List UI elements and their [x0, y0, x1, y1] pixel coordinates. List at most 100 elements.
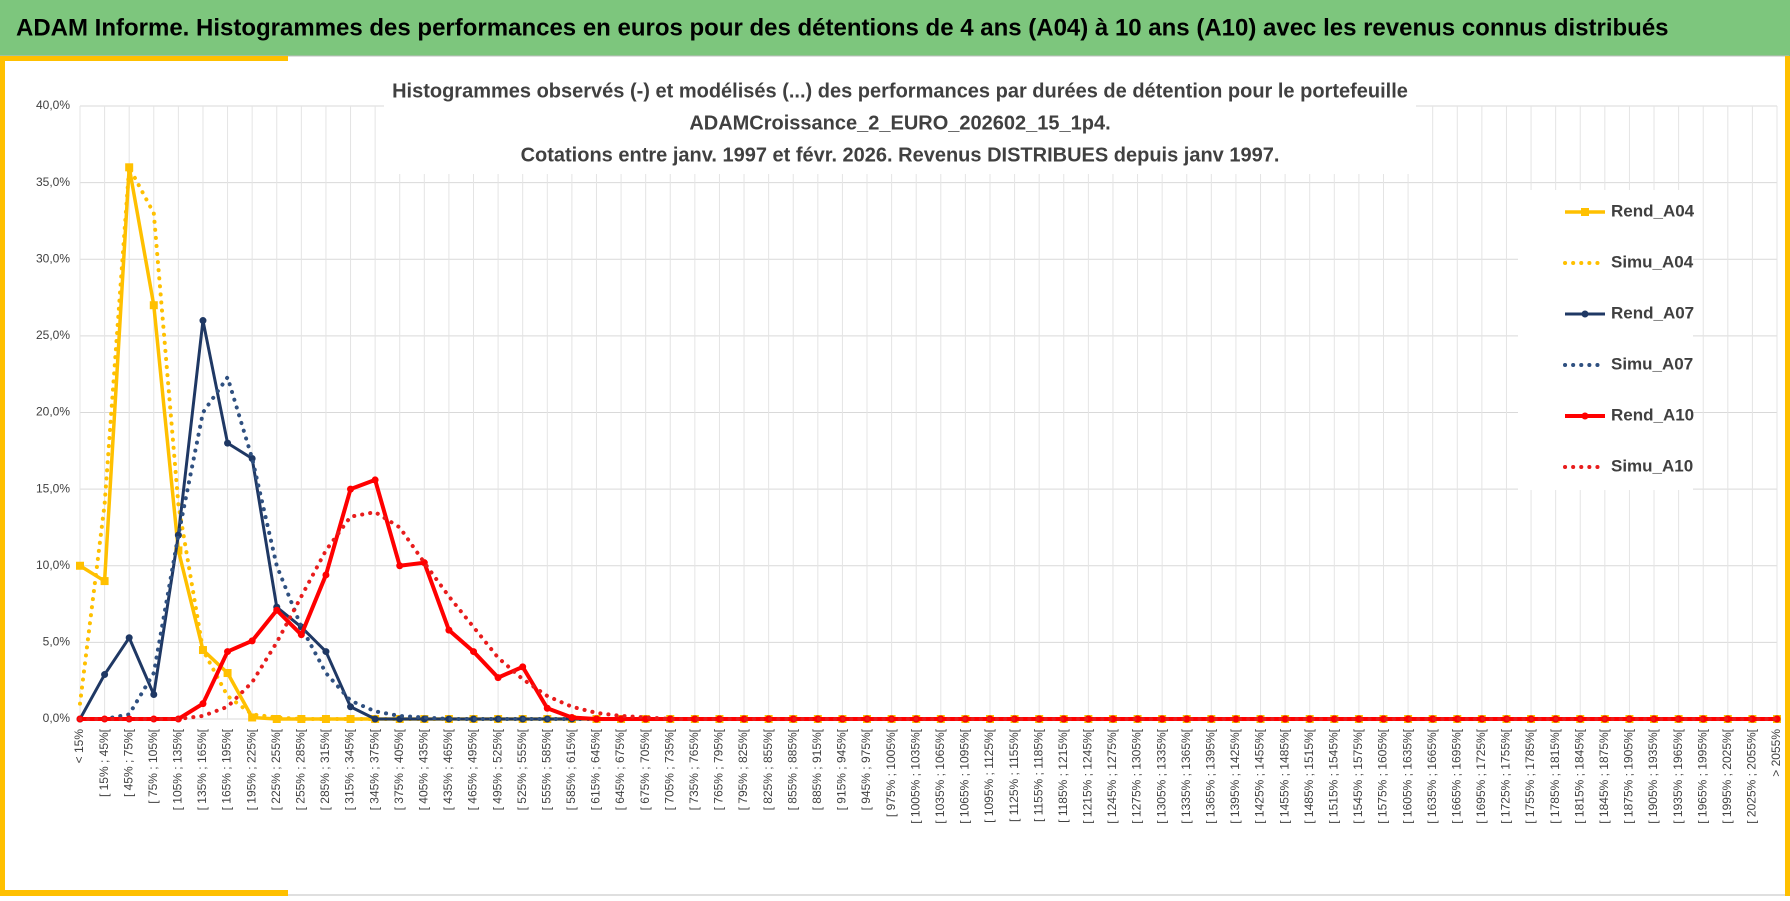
x-tick-label: [ 1575% ; 1605%[ — [1376, 728, 1390, 823]
marker — [224, 439, 232, 447]
x-tick-label: [ 255% ; 285%[ — [294, 728, 308, 810]
series-line — [78, 510, 1779, 721]
series-line — [80, 477, 1777, 721]
y-tick-label: 40,0% — [36, 98, 70, 112]
marker — [248, 637, 256, 645]
marker — [322, 648, 330, 656]
x-tick-label: [ 105% ; 135%[ — [171, 728, 185, 810]
y-tick-label: 10,0% — [36, 558, 70, 572]
x-tick-label: [ 795% ; 825%[ — [736, 728, 750, 810]
y-tick-label: 5,0% — [43, 635, 71, 649]
x-tick-label: [ 1305% ; 1335%[ — [1154, 728, 1168, 823]
x-tick-label: [ 1545% ; 1575%[ — [1351, 728, 1365, 823]
frame-accent — [0, 56, 5, 896]
y-tick-label: 15,0% — [36, 481, 70, 495]
legend-label: Simu_A04 — [1611, 252, 1694, 271]
x-tick-label: [ 645% ; 675%[ — [613, 728, 627, 810]
chart-title: ADAMCroissance_2_EURO_202602_15_1p4. — [689, 112, 1110, 134]
marker — [76, 561, 84, 570]
legend: Rend_A04 Simu_A04 Rend_A07 Simu_A07 Rend_A10… — [1563, 201, 1695, 475]
x-tick-label: [ 1785% ; 1815%[ — [1548, 728, 1562, 823]
marker — [396, 562, 404, 570]
marker — [272, 715, 281, 723]
x-tick-label: < 15% — [72, 729, 86, 764]
marker — [297, 631, 305, 639]
marker — [150, 690, 158, 698]
x-tick-label: [ 885% ; 915%[ — [810, 728, 824, 810]
marker — [321, 715, 330, 723]
title-box — [384, 74, 1416, 174]
x-tick-label: [ 945% ; 975%[ — [859, 728, 873, 810]
x-tick-label: [ 1185% ; 1215%[ — [1056, 728, 1070, 823]
x-tick-label: [ 375% ; 405%[ — [392, 728, 406, 810]
plot — [76, 163, 1781, 723]
marker — [125, 634, 133, 642]
x-tick-label: [ 1695% ; 1725%[ — [1474, 728, 1488, 823]
banner-title: ADAM Informe. Histogrammes des performan… — [16, 14, 1669, 41]
x-tick-label: [ 195% ; 225%[ — [244, 728, 258, 810]
marker — [371, 476, 379, 484]
x-tick-label: [ 735% ; 765%[ — [687, 728, 701, 810]
x-tick-label: [ 975% ; 1005%[ — [884, 728, 898, 817]
x-tick-label: [ 45% ; 75%[ — [121, 728, 135, 797]
marker — [568, 713, 576, 721]
legend-label: Rend_A10 — [1611, 405, 1694, 424]
x-tick-label: [ 1905% ; 1935%[ — [1646, 728, 1660, 823]
titles: Histogrammes observés (-) et modélisés (… — [392, 80, 1408, 166]
x-tick-label: [ 285% ; 315%[ — [318, 728, 332, 810]
legend-box — [1518, 190, 1693, 490]
x-tick-label: [ 1395% ; 1425%[ — [1228, 728, 1242, 823]
x-tick-label: [ 1365% ; 1395%[ — [1204, 728, 1218, 823]
x-tick-label: [ 1965% ; 1995%[ — [1695, 728, 1709, 823]
x-tick-label: [ 15% ; 45%[ — [97, 728, 111, 797]
legend-marker — [1581, 412, 1589, 420]
legend-label: Simu_A10 — [1611, 456, 1693, 475]
x-tick-label: [ 1245% ; 1275%[ — [1105, 728, 1119, 823]
marker — [248, 713, 257, 722]
y-tick-label: 35,0% — [36, 175, 70, 189]
x-tick-label: [ 135% ; 165%[ — [195, 728, 209, 810]
x-tick-label: [ 1725% ; 1755%[ — [1499, 728, 1513, 823]
banner — [0, 0, 1790, 56]
x-tick-label: [ 1485% ; 1515%[ — [1302, 728, 1316, 823]
marker — [125, 163, 134, 172]
marker — [149, 301, 158, 310]
x-tick-label: [ 825% ; 855%[ — [761, 728, 775, 810]
x-tick-label: [ 1335% ; 1365%[ — [1179, 728, 1193, 823]
y-tick-label: 25,0% — [36, 328, 70, 342]
x-tick-label: [ 765% ; 795%[ — [712, 728, 726, 810]
x-tick-label: [ 1665% ; 1695%[ — [1449, 728, 1463, 823]
x-tick-label: [ 1605% ; 1635%[ — [1400, 728, 1414, 823]
x-tick-label: [ 405% ; 435%[ — [416, 728, 430, 810]
x-tick-label: [ 75% ; 105%[ — [146, 728, 160, 803]
marker — [297, 715, 306, 723]
marker — [543, 704, 551, 712]
x-tick-label: > 2055% — [1769, 729, 1783, 777]
legend-marker — [1581, 310, 1589, 318]
x-tick-label: [ 1095% ; 1125%[ — [982, 728, 996, 823]
marker — [519, 663, 527, 671]
x-tick-label: [ 1275% ; 1305%[ — [1130, 728, 1144, 823]
x-tick-label: [ 1815% ; 1845%[ — [1572, 728, 1586, 823]
y-tick-label: 0,0% — [43, 711, 71, 725]
marker — [1207, 715, 1215, 723]
y-tick-label: 20,0% — [36, 405, 70, 419]
x-tick-label: [ 585% ; 615%[ — [564, 728, 578, 810]
marker — [1306, 715, 1314, 723]
marker — [1158, 715, 1166, 723]
x-tick-label: [ 1065% ; 1095%[ — [958, 728, 972, 823]
x-tick-label: [ 1755% ; 1785%[ — [1523, 728, 1537, 823]
marker — [223, 669, 232, 678]
marker — [346, 715, 355, 723]
x-tick-label: [ 465% ; 495%[ — [466, 728, 480, 810]
frame-accent — [1785, 56, 1790, 896]
marker — [347, 485, 355, 493]
x-tick-label: [ 1995% ; 2025%[ — [1720, 728, 1734, 823]
marker — [1281, 715, 1289, 723]
marker — [224, 648, 232, 656]
grid: 0,0% 5,0% 10,0% 15,0% 20,0% 25,0% 30,0% 35,0% 40… — [36, 98, 1783, 824]
marker — [322, 571, 330, 579]
x-tick-label: [ 225% ; 255%[ — [269, 728, 283, 810]
frame-accent — [0, 890, 288, 896]
marker — [347, 703, 355, 711]
